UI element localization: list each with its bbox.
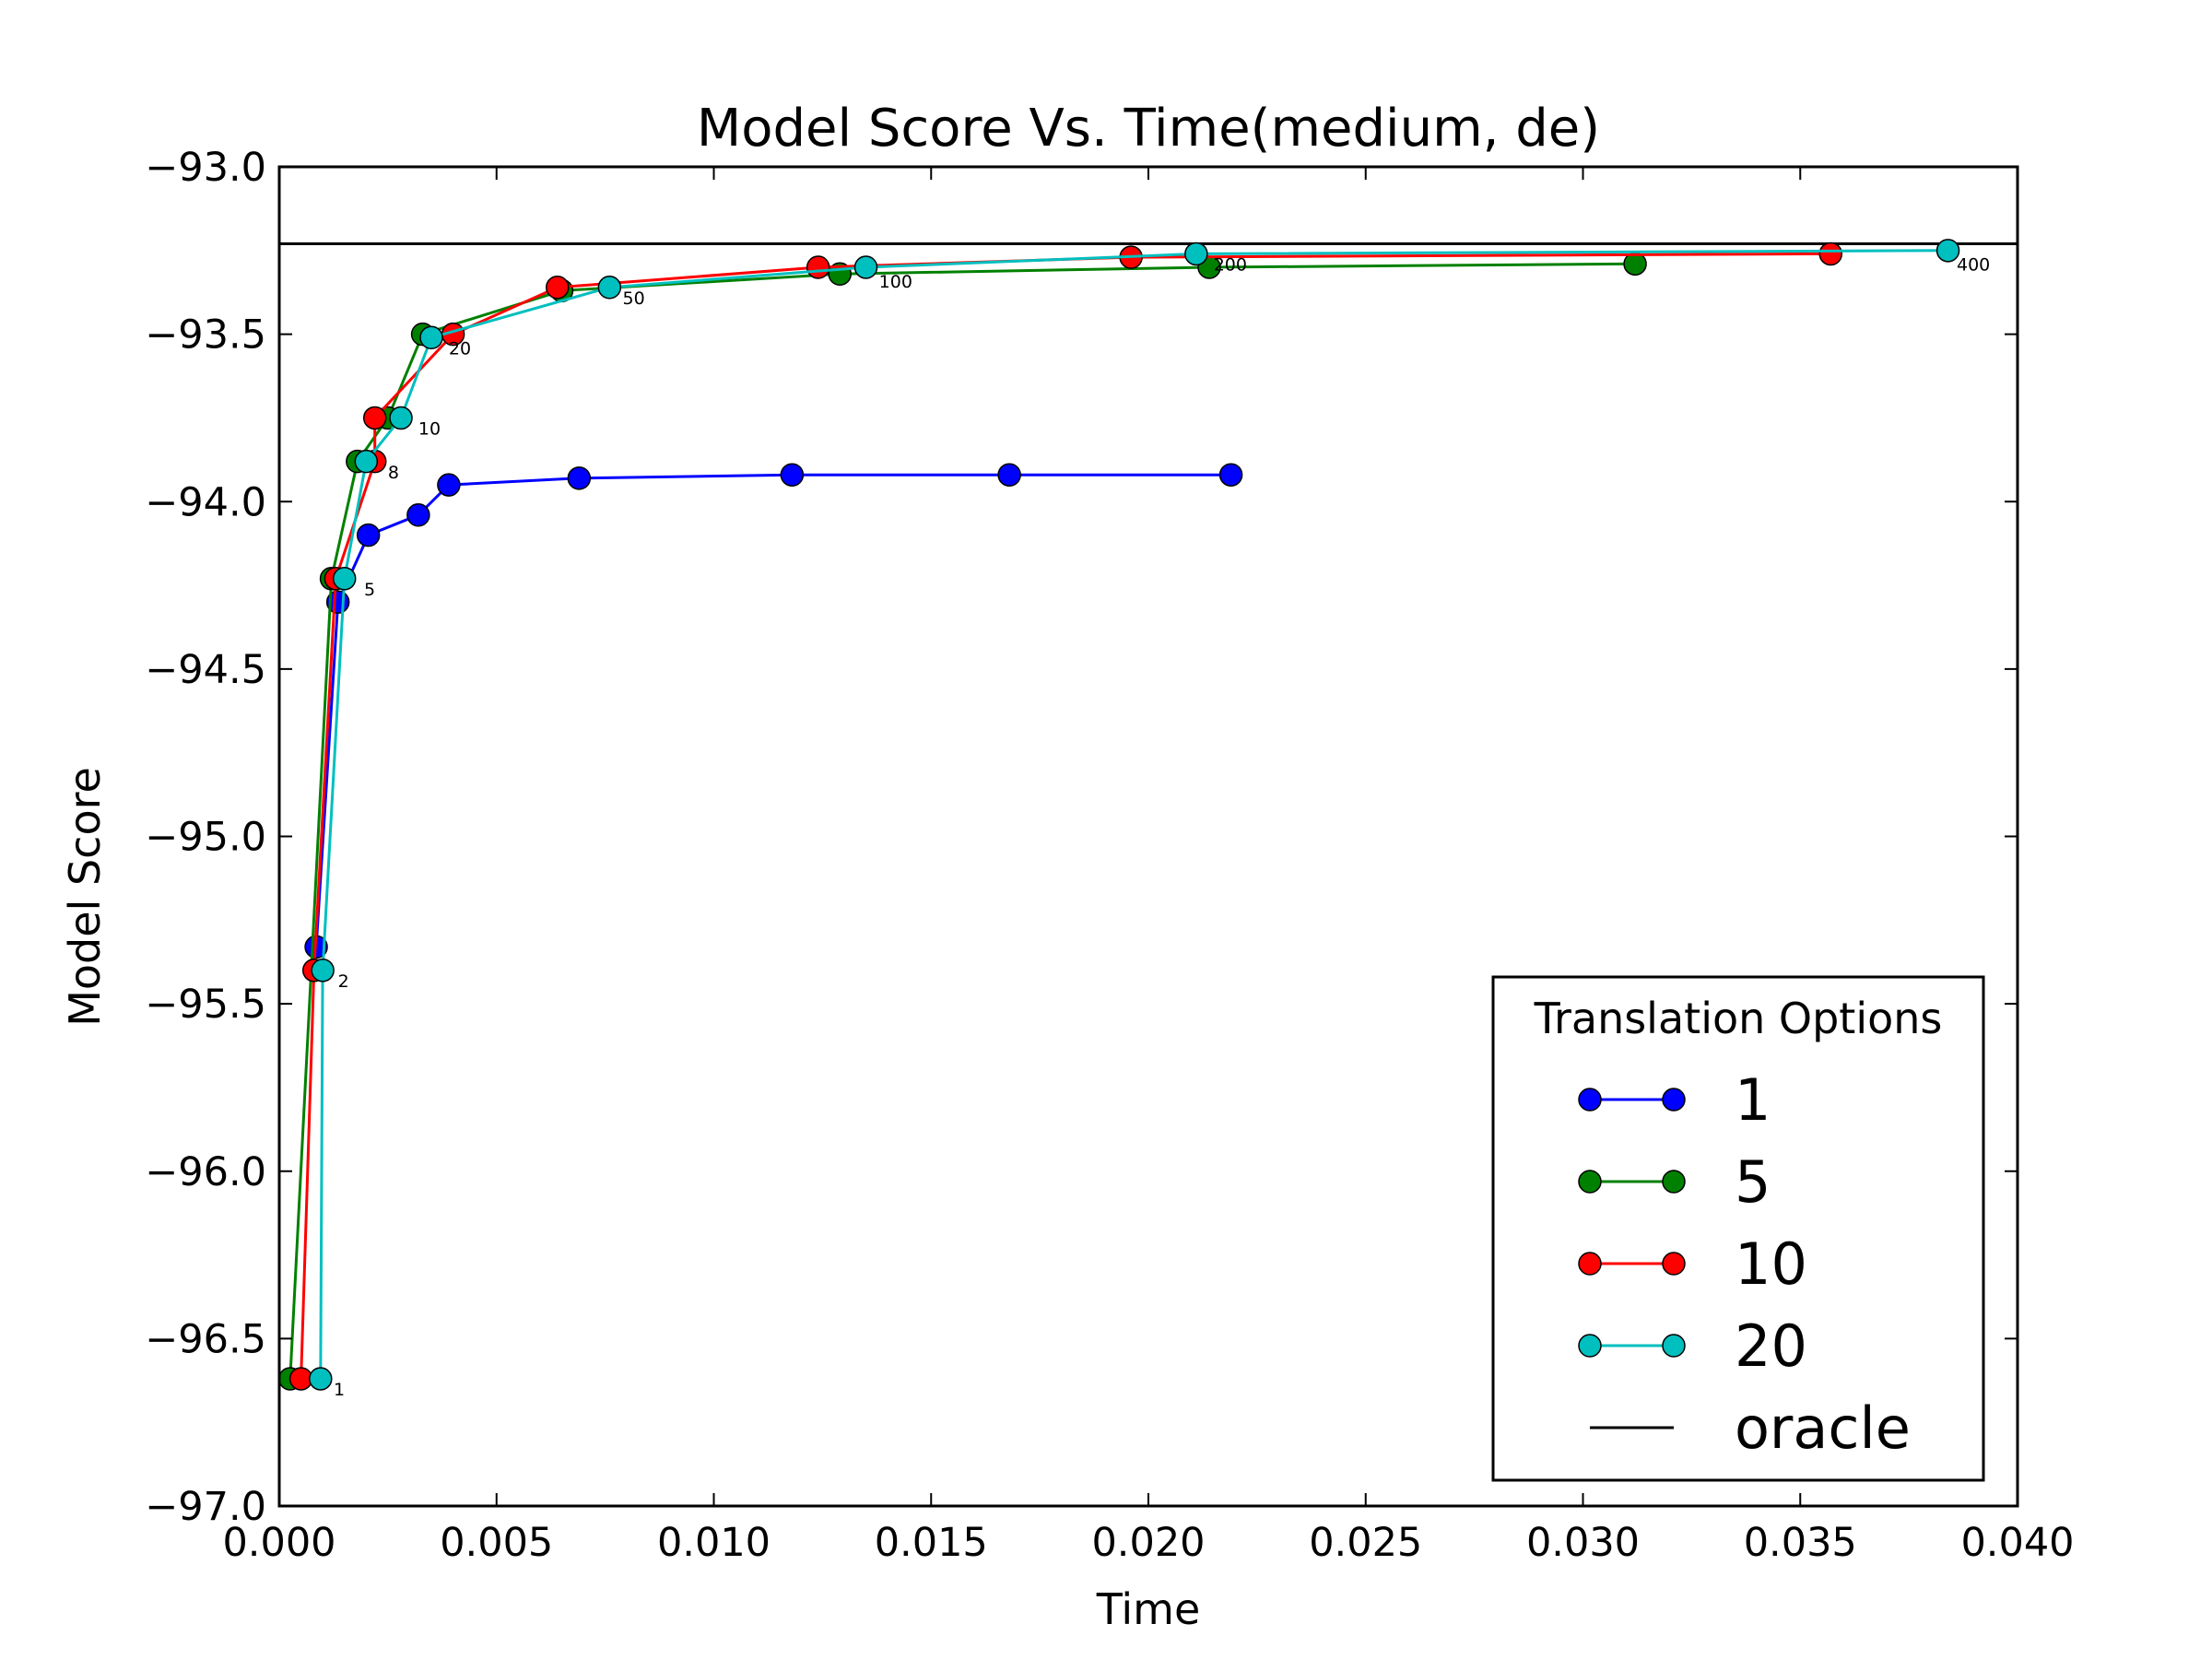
axis-ticks: 0.000 0.005 0.010 0.015 0.020 0.025 0.030 0.035…: [145, 145, 2074, 1566]
point-annotation: 1: [334, 1380, 345, 1400]
data-point-series-1: [406, 503, 430, 527]
data-point-series-20: [389, 406, 413, 430]
legend-label-10: 10: [1735, 1230, 1807, 1298]
data-point-series-1: [780, 463, 805, 487]
legend: Translation Options 1 5 10 20 oracle: [1491, 975, 1985, 1482]
legend-marker-10: [1662, 1252, 1686, 1276]
data-point-series-20: [309, 1367, 333, 1391]
plot-area: [278, 239, 2018, 1391]
data-point-series-20: [332, 567, 357, 591]
legend-marker-20: [1578, 1334, 1602, 1358]
data-point-series-1: [567, 466, 592, 490]
data-point-series-20: [597, 276, 622, 300]
x-axis-label: Time: [1096, 1584, 1201, 1634]
data-point-series-10: [546, 276, 570, 300]
y-tick-label: −95.0: [145, 815, 266, 861]
data-point-series-20: [419, 325, 443, 350]
data-point-series-20: [1936, 239, 1960, 263]
data-point-series-10: [1818, 241, 1843, 266]
x-tick-label: 0.025: [1309, 1520, 1422, 1566]
y-tick-label: −96.0: [145, 1149, 266, 1195]
legend-marker-5: [1578, 1170, 1602, 1194]
x-tick-label: 0.000: [222, 1520, 335, 1566]
y-axis-label: Model Score: [60, 767, 110, 1027]
data-point-series-10: [362, 406, 387, 430]
y-tick-label: −94.5: [145, 647, 266, 693]
y-tick-label: −96.5: [145, 1316, 266, 1362]
legend-label-oracle: oracle: [1735, 1394, 1911, 1462]
point-annotation: 400: [1957, 255, 1990, 276]
legend-marker-1: [1662, 1088, 1686, 1112]
point-annotations: 1 2 5 8 10 20 50 100 200 400: [334, 255, 1990, 1401]
data-point-series-1: [356, 523, 381, 547]
data-point-series-1: [437, 473, 461, 497]
x-tick-label: 0.035: [1744, 1520, 1857, 1566]
legend-marker-5: [1662, 1170, 1686, 1194]
y-tick-label: −93.5: [145, 312, 266, 359]
point-annotation: 5: [364, 580, 375, 600]
y-tick-label: −93.0: [145, 145, 266, 191]
x-tick-label: 0.020: [1091, 1520, 1205, 1566]
point-annotation: 200: [1214, 255, 1247, 276]
chart-title: Model Score Vs. Time(medium, de): [697, 99, 1600, 159]
legend-label-5: 5: [1735, 1148, 1771, 1216]
point-annotation: 10: [418, 419, 441, 440]
legend-box: [1491, 975, 1985, 1482]
legend-marker-10: [1578, 1252, 1602, 1276]
data-point-series-10: [288, 1367, 313, 1391]
x-tick-label: 0.005: [440, 1520, 553, 1566]
x-tick-label: 0.030: [1526, 1520, 1640, 1566]
data-point-series-10: [806, 255, 830, 279]
legend-marker-1: [1578, 1088, 1602, 1112]
point-annotation: 2: [338, 971, 349, 992]
x-tick-label: 0.015: [875, 1520, 988, 1566]
y-tick-label: −97.0: [145, 1484, 266, 1530]
legend-label-20: 20: [1735, 1312, 1807, 1380]
data-point-series-20: [853, 255, 878, 279]
point-annotation: 20: [449, 338, 471, 359]
x-tick-label: 0.040: [1960, 1520, 2074, 1566]
x-tick-label: 0.010: [657, 1520, 771, 1566]
legend-title: Translation Options: [1534, 994, 1943, 1043]
point-annotation: 8: [388, 463, 399, 483]
data-point-series-20: [1184, 241, 1208, 266]
y-tick-label: −95.5: [145, 982, 266, 1028]
series-line-20: [319, 249, 1948, 1380]
point-annotation: 50: [622, 288, 644, 309]
y-tick-label: −94.0: [145, 479, 266, 525]
legend-label-1: 1: [1735, 1066, 1771, 1134]
data-point-series-20: [311, 959, 335, 982]
legend-marker-20: [1662, 1334, 1686, 1358]
data-point-series-1: [1218, 463, 1243, 487]
point-annotation: 100: [879, 272, 912, 292]
data-point-series-20: [354, 449, 379, 474]
data-point-series-1: [997, 463, 1021, 487]
